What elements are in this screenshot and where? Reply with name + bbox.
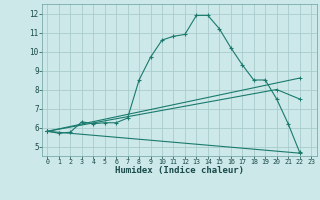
X-axis label: Humidex (Indice chaleur): Humidex (Indice chaleur) — [115, 166, 244, 175]
